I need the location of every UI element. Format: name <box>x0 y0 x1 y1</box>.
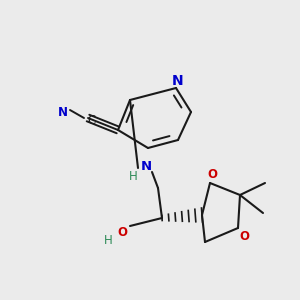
Text: H: H <box>129 169 137 182</box>
Text: O: O <box>117 226 127 238</box>
Text: C: C <box>88 113 96 127</box>
Text: N: N <box>140 160 152 172</box>
Text: N: N <box>172 74 184 88</box>
Text: H: H <box>103 233 112 247</box>
Text: O: O <box>207 169 217 182</box>
Text: N: N <box>58 106 68 118</box>
Text: O: O <box>239 230 249 242</box>
